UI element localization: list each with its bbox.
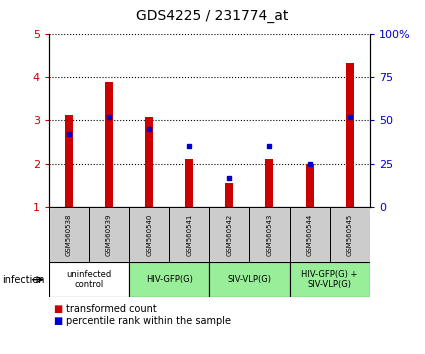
Text: uninfected
control: uninfected control bbox=[66, 270, 112, 289]
Bar bbox=[209, 262, 289, 297]
Bar bbox=[289, 262, 370, 297]
Text: ■: ■ bbox=[53, 303, 62, 314]
Bar bbox=[169, 207, 209, 262]
Bar bbox=[49, 262, 129, 297]
Text: GSM560543: GSM560543 bbox=[266, 213, 272, 256]
Bar bbox=[266, 159, 274, 207]
Text: GSM560538: GSM560538 bbox=[66, 213, 72, 256]
Text: GSM560544: GSM560544 bbox=[306, 213, 312, 256]
Text: transformed count: transformed count bbox=[66, 303, 157, 314]
Bar bbox=[129, 262, 209, 297]
Bar bbox=[346, 63, 354, 207]
Bar bbox=[145, 117, 153, 207]
Bar bbox=[330, 207, 370, 262]
Bar bbox=[105, 82, 113, 207]
Bar bbox=[209, 207, 249, 262]
Text: HIV-GFP(G): HIV-GFP(G) bbox=[146, 275, 193, 284]
Text: GSM560541: GSM560541 bbox=[186, 213, 192, 256]
Text: GSM560545: GSM560545 bbox=[347, 213, 353, 256]
Bar bbox=[49, 207, 89, 262]
Bar bbox=[225, 183, 233, 207]
Bar bbox=[306, 164, 314, 207]
Text: GSM560542: GSM560542 bbox=[227, 213, 232, 256]
Text: ■: ■ bbox=[53, 316, 62, 326]
Bar bbox=[249, 207, 289, 262]
Bar bbox=[65, 115, 73, 207]
Text: GSM560540: GSM560540 bbox=[146, 213, 152, 256]
Bar bbox=[129, 207, 169, 262]
Text: HIV-GFP(G) +
SIV-VLP(G): HIV-GFP(G) + SIV-VLP(G) bbox=[301, 270, 358, 289]
Bar bbox=[289, 207, 330, 262]
Text: SIV-VLP(G): SIV-VLP(G) bbox=[227, 275, 272, 284]
Bar bbox=[89, 207, 129, 262]
Text: infection: infection bbox=[2, 275, 45, 285]
Text: GDS4225 / 231774_at: GDS4225 / 231774_at bbox=[136, 9, 289, 23]
Bar bbox=[185, 159, 193, 207]
Text: percentile rank within the sample: percentile rank within the sample bbox=[66, 316, 231, 326]
Text: GSM560539: GSM560539 bbox=[106, 213, 112, 256]
